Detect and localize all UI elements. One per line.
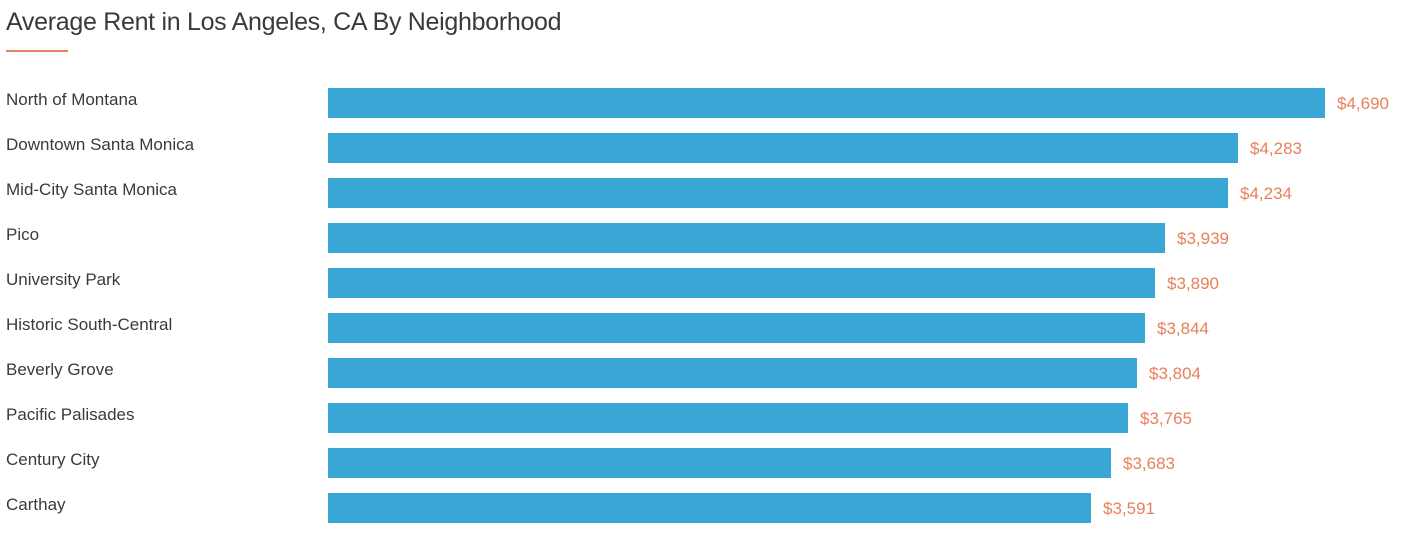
value-label-century-city: $3,683 [1123, 454, 1175, 473]
category-label-carthay: Carthay [6, 495, 66, 514]
category-label-pacific-palisades: Pacific Palisades [6, 405, 135, 424]
category-label-north-of-montana: North of Montana [6, 90, 138, 109]
bar-pico [328, 223, 1165, 253]
category-label-historic-south-central: Historic South-Central [6, 315, 172, 334]
category-label-downtown-santa-monica: Downtown Santa Monica [6, 135, 195, 154]
value-label-historic-south-central: $3,844 [1157, 319, 1209, 338]
title-underline [6, 50, 68, 52]
value-label-university-park: $3,890 [1167, 274, 1219, 293]
bar-century-city [328, 448, 1111, 478]
value-label-mid-city-santa-monica: $4,234 [1240, 184, 1292, 203]
category-label-century-city: Century City [6, 450, 100, 469]
bar-beverly-grove [328, 358, 1137, 388]
category-label-university-park: University Park [6, 270, 121, 289]
value-label-north-of-montana: $4,690 [1337, 94, 1389, 113]
chart-title: Average Rent in Los Angeles, CA By Neigh… [6, 8, 562, 36]
category-label-beverly-grove: Beverly Grove [6, 360, 114, 379]
bar-mid-city-santa-monica [328, 178, 1228, 208]
value-label-pico: $3,939 [1177, 229, 1229, 248]
category-label-mid-city-santa-monica: Mid-City Santa Monica [6, 180, 178, 199]
value-label-carthay: $3,591 [1103, 499, 1155, 518]
value-label-pacific-palisades: $3,765 [1140, 409, 1192, 428]
bar-north-of-montana [328, 88, 1325, 118]
bar-university-park [328, 268, 1155, 298]
value-label-downtown-santa-monica: $4,283 [1250, 139, 1302, 158]
bar-downtown-santa-monica [328, 133, 1238, 163]
value-label-beverly-grove: $3,804 [1149, 364, 1201, 383]
category-label-pico: Pico [6, 225, 39, 244]
bar-carthay [328, 493, 1091, 523]
bar-pacific-palisades [328, 403, 1128, 433]
bar-historic-south-central [328, 313, 1145, 343]
